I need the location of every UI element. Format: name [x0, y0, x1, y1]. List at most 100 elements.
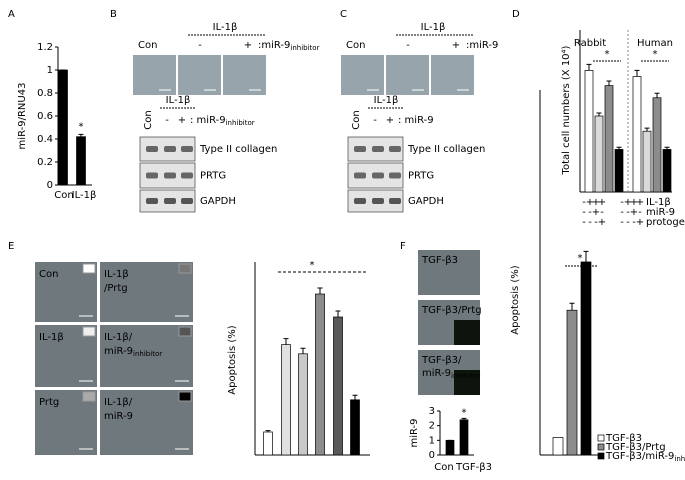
y-tick-label: 1 — [429, 435, 435, 446]
blot-header: IL-1β — [374, 95, 399, 106]
sign: + — [592, 207, 600, 218]
sign: - — [620, 217, 624, 228]
sign: + — [244, 40, 252, 51]
sign: + — [636, 217, 644, 228]
group-swatch — [178, 263, 192, 274]
bar — [566, 309, 578, 456]
micrograph-label: /Prtg — [104, 283, 128, 294]
micrograph — [100, 325, 193, 387]
error-bar — [283, 338, 289, 345]
blot-treatment: : miR-9inhibitor — [190, 115, 255, 127]
y-axis-title: Total cell numbers (X 10⁴) — [561, 45, 572, 175]
blot-treatment: : miR-9 — [398, 115, 434, 126]
bar — [642, 130, 652, 193]
group-swatch — [82, 263, 96, 274]
legend-label: TGF-β3/miR-9inhibitor — [605, 451, 685, 463]
bar — [445, 439, 455, 456]
y-axis-title: miR-9/RNU43 — [17, 83, 28, 150]
error-bar — [569, 302, 575, 311]
sign: - — [638, 207, 642, 218]
blot-band — [372, 198, 384, 204]
micrograph-label: miR-9inhibitor — [104, 346, 162, 358]
y-axis-title: miR-9 — [409, 418, 420, 447]
group-swatch — [178, 326, 192, 337]
sign: - — [632, 217, 636, 228]
bar — [584, 70, 594, 193]
y-tick-label: 0.6 — [37, 111, 53, 122]
y-tick-label: 0.8 — [37, 88, 53, 99]
blot-band — [389, 172, 401, 179]
condition-label: Con — [138, 40, 157, 51]
micrograph-label: TGF-β3 — [421, 255, 458, 266]
sign: + — [178, 115, 186, 126]
annotation: * — [79, 121, 84, 132]
micrograph-label-sub: inhibitor — [133, 350, 162, 358]
blot-band — [164, 172, 176, 179]
sign: - — [626, 207, 630, 218]
micrograph-label: IL-1β — [104, 269, 129, 280]
error-bar — [664, 146, 670, 150]
blot-band — [164, 198, 176, 204]
legend-label: TGF-β3 — [605, 433, 642, 444]
sign: - — [198, 40, 202, 51]
micrograph-label: TGF-β3/Prtg — [421, 305, 482, 316]
micrograph-label-sub: inhibitor — [451, 372, 480, 380]
x-tick-label: IL-1β — [72, 190, 97, 201]
bar — [614, 149, 624, 193]
panel-label: D — [512, 9, 520, 20]
panel-label: B — [110, 9, 117, 20]
micrograph-label: TGF-β3/ — [421, 355, 462, 366]
bar — [632, 76, 642, 193]
panel-label: C — [340, 9, 347, 20]
sign: - — [626, 217, 630, 228]
blot-band — [181, 146, 193, 152]
micrograph-label: miR-9 — [104, 411, 133, 422]
treatment-label-main: :miR-9 — [258, 40, 290, 51]
blot-band — [389, 198, 401, 204]
annotation: * — [653, 49, 658, 60]
bar — [652, 97, 662, 193]
sign: - — [165, 115, 169, 126]
micrograph-label-main: miR-9 — [422, 368, 451, 379]
x-tick-label: TGF-β3 — [455, 462, 492, 473]
legend-label-main: TGF-β3 — [605, 433, 642, 444]
annotation: * — [462, 407, 467, 418]
x-tick-label: Con — [54, 190, 73, 201]
bar — [350, 399, 360, 456]
blot-band — [146, 172, 158, 179]
y-tick-label: 0 — [429, 450, 435, 461]
bar — [263, 431, 273, 456]
sign: - — [582, 217, 586, 228]
band-label: Type II collagen — [407, 144, 485, 155]
error-bar — [352, 394, 358, 400]
bar — [76, 136, 86, 186]
fluorescence-inset — [454, 320, 480, 345]
treatment-label-sub: inhibitor — [290, 44, 319, 52]
bar — [459, 419, 469, 456]
micrograph — [418, 250, 480, 295]
bar — [662, 149, 672, 193]
blot-treatment-sub: inhibitor — [226, 119, 255, 127]
treatment-label: :miR-9inhibitor — [258, 40, 320, 52]
y-tick-label: 1.2 — [37, 42, 53, 53]
sign: - — [600, 207, 604, 218]
micrograph — [341, 55, 384, 95]
micrograph — [223, 55, 266, 95]
treatment-label-main: :miR-9 — [466, 40, 498, 51]
legend-label: TGF-β3/Prtg — [605, 442, 666, 453]
sign: - — [620, 197, 624, 208]
sign: + — [636, 197, 644, 208]
error-bar — [583, 250, 589, 262]
error-bar — [596, 112, 602, 116]
bar — [604, 85, 614, 193]
blot-band — [181, 172, 193, 179]
error-bar — [634, 69, 640, 77]
legend-label-sub: inhibitor — [674, 455, 685, 463]
bar — [580, 261, 592, 456]
y-tick-label: 3 — [429, 406, 435, 417]
error-bar — [265, 430, 271, 432]
annotation: * — [605, 49, 610, 60]
group-label: Rabbit — [574, 38, 606, 49]
error-bar — [317, 287, 323, 294]
